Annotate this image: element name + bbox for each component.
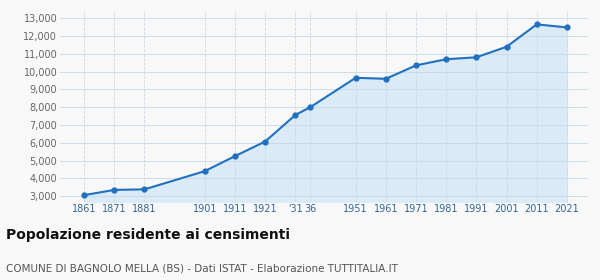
Text: COMUNE DI BAGNOLO MELLA (BS) - Dati ISTAT - Elaborazione TUTTITALIA.IT: COMUNE DI BAGNOLO MELLA (BS) - Dati ISTA…: [6, 263, 398, 273]
Text: Popolazione residente ai censimenti: Popolazione residente ai censimenti: [6, 228, 290, 242]
